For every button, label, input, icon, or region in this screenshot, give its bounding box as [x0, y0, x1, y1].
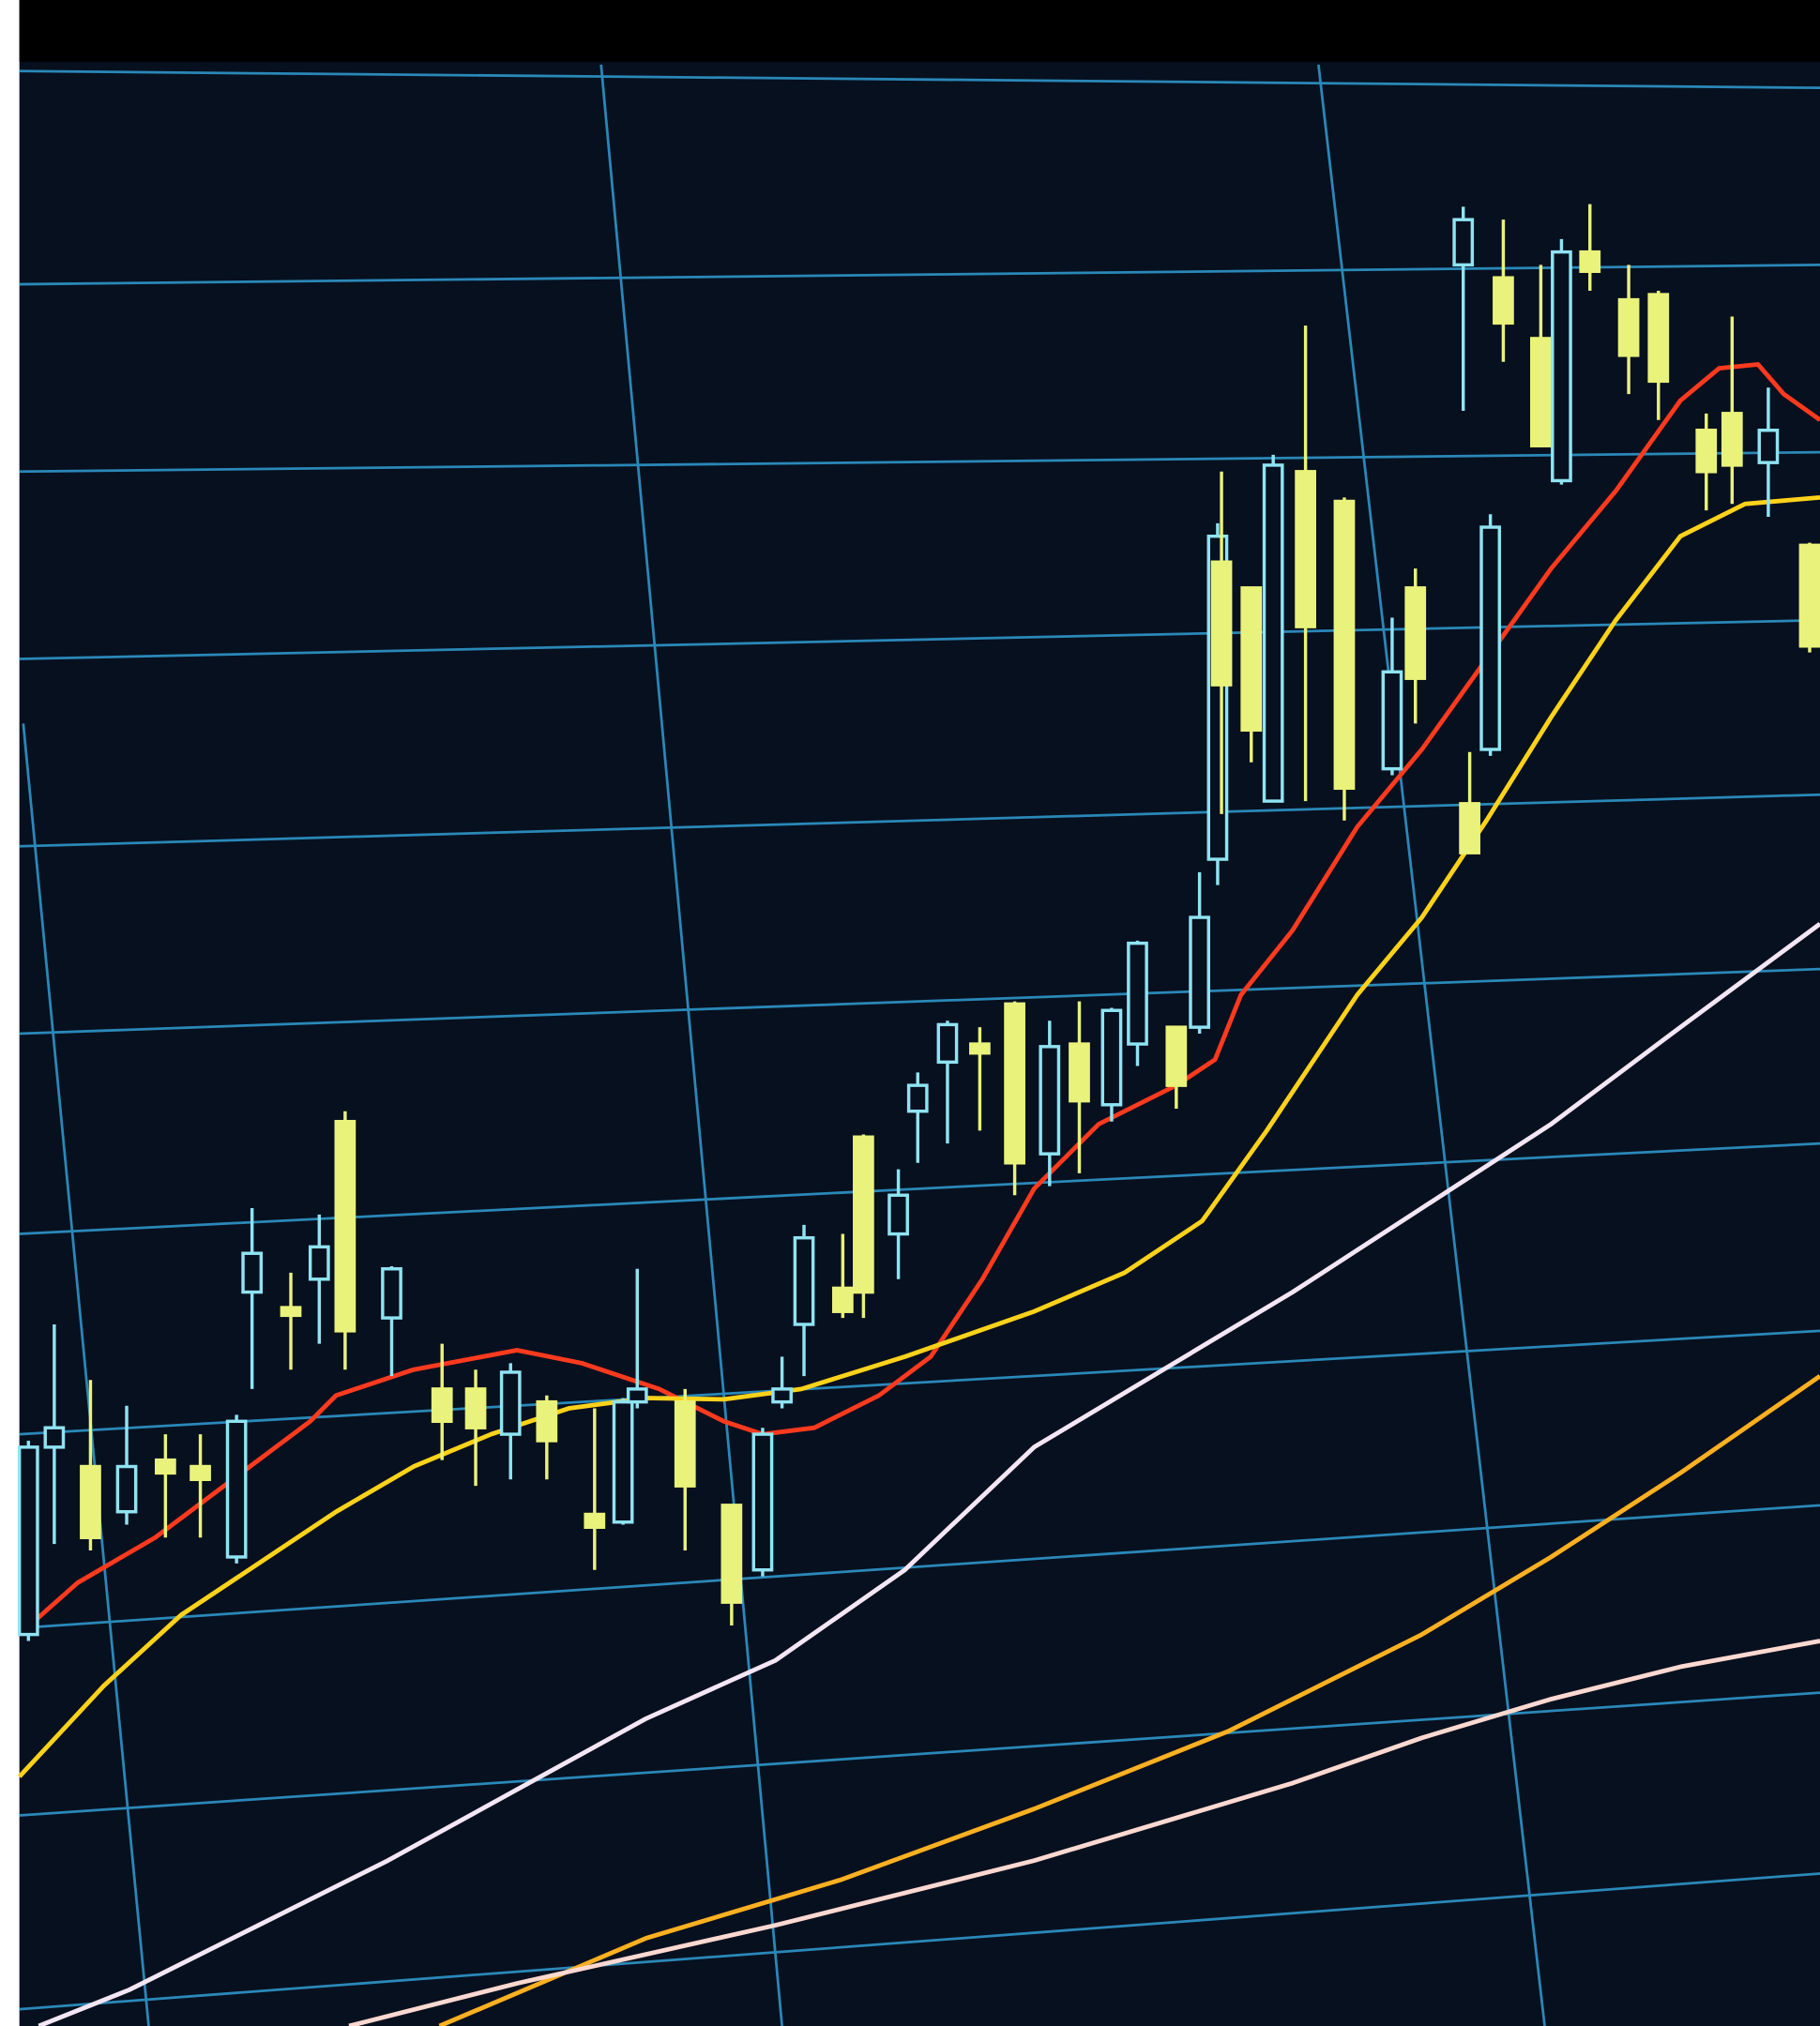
candle-body — [887, 1193, 909, 1236]
candle-body — [1404, 586, 1427, 680]
candle-body — [1798, 543, 1820, 648]
candle-body — [612, 1399, 634, 1524]
candle-body — [241, 1251, 264, 1294]
candle-body — [751, 1432, 774, 1572]
candle-body — [674, 1399, 696, 1488]
candle-body — [1721, 412, 1743, 467]
candle-body — [1333, 499, 1356, 791]
candle-body — [1551, 249, 1572, 483]
candle-body — [280, 1306, 302, 1318]
candle-body — [536, 1399, 558, 1443]
candle-body — [334, 1119, 356, 1333]
grid-line — [19, 618, 1820, 660]
candle-body — [626, 1387, 648, 1404]
candle-body — [1295, 470, 1316, 628]
candle-body — [771, 1387, 793, 1404]
candle-body — [584, 1512, 606, 1529]
moving-average-line — [438, 1374, 1820, 2026]
grid-line — [19, 793, 1820, 848]
candle-body — [1210, 560, 1233, 687]
moving-average-line — [348, 1639, 1820, 2026]
candle-body — [969, 1042, 991, 1055]
candle-body — [1069, 1042, 1090, 1103]
candles — [17, 204, 1820, 1641]
grid-line — [22, 723, 150, 2026]
candle-body — [1757, 429, 1780, 464]
grid-line — [19, 1872, 1820, 2011]
candle-body — [115, 1464, 138, 1514]
grid-line — [19, 1504, 1820, 1630]
candle-body — [1647, 293, 1670, 384]
candle-body — [1459, 802, 1480, 854]
candle-body — [1240, 586, 1263, 733]
candle-body — [1493, 276, 1514, 325]
candle-body — [831, 1286, 854, 1313]
grid-line — [19, 69, 1820, 90]
moving-average-line — [18, 362, 1820, 1637]
grid-line — [19, 1329, 1820, 1436]
candle-body — [190, 1464, 211, 1482]
candle-body — [499, 1370, 522, 1436]
candle-body — [17, 1445, 39, 1637]
candle-body — [431, 1387, 453, 1424]
candle-body — [1262, 463, 1284, 803]
candle-body — [906, 1083, 929, 1113]
moving-average-line — [38, 922, 1820, 2026]
grid — [19, 64, 1820, 2026]
grid-line — [599, 64, 783, 2026]
candle-body — [1381, 670, 1403, 771]
candle-body — [1479, 525, 1502, 751]
candle-body — [853, 1135, 874, 1294]
candle-body — [1039, 1045, 1061, 1156]
candle-body — [1189, 915, 1211, 1029]
screen-bezel — [19, 0, 1820, 63]
candle-body — [1617, 297, 1640, 357]
candle-body — [80, 1464, 101, 1540]
candle-body — [793, 1235, 815, 1326]
candle-body — [1165, 1025, 1188, 1087]
candle-body — [225, 1419, 248, 1559]
moving-average-line — [17, 494, 1820, 1778]
candle-body — [43, 1426, 66, 1449]
screen — [19, 0, 1820, 2026]
candle-body — [1127, 941, 1148, 1046]
candle-body — [1452, 218, 1475, 267]
candle-body — [381, 1267, 402, 1320]
grid-line — [19, 967, 1820, 1036]
candle-body — [154, 1458, 176, 1475]
grid-line — [19, 1691, 1820, 1817]
grid-line — [19, 450, 1820, 474]
moving-averages — [17, 362, 1820, 2026]
grid-line — [1317, 64, 1546, 2026]
grid-line — [19, 264, 1820, 286]
candle-body — [1695, 429, 1718, 474]
candle-body — [464, 1387, 487, 1429]
candle-body — [1530, 337, 1552, 447]
candle-body — [308, 1245, 330, 1281]
candle-body — [936, 1022, 959, 1065]
candle-body — [720, 1504, 743, 1604]
candle-body — [1579, 249, 1601, 274]
candle-body — [1100, 1008, 1123, 1107]
candle-body — [1004, 1002, 1025, 1165]
